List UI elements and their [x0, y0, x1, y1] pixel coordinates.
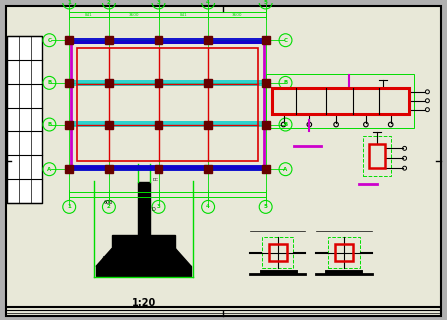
- Text: C: C: [47, 38, 51, 43]
- Text: 2: 2: [107, 0, 111, 5]
- Bar: [269, 244, 287, 261]
- Bar: [155, 36, 162, 44]
- Polygon shape: [96, 249, 191, 267]
- Bar: [71, 42, 264, 167]
- Bar: [67, 165, 268, 171]
- Text: 4: 4: [206, 0, 210, 5]
- Bar: [105, 36, 113, 44]
- Bar: [261, 237, 293, 268]
- Text: A: A: [283, 167, 287, 172]
- Bar: [96, 267, 191, 276]
- Bar: [266, 74, 414, 127]
- Text: 1:20: 1:20: [131, 298, 156, 308]
- Text: 4: 4: [206, 204, 210, 209]
- Bar: [204, 36, 212, 44]
- Bar: [77, 48, 258, 161]
- Text: 2: 2: [107, 204, 111, 209]
- Bar: [105, 79, 113, 87]
- Bar: [138, 182, 150, 237]
- Text: 1: 1: [67, 204, 71, 209]
- Text: 841: 841: [180, 13, 187, 17]
- Bar: [261, 121, 270, 129]
- Text: A500: A500: [102, 256, 115, 261]
- Bar: [261, 36, 270, 44]
- Text: 841: 841: [85, 13, 93, 17]
- Bar: [261, 79, 270, 87]
- Bar: [67, 38, 268, 44]
- Text: 1: 1: [67, 0, 71, 5]
- Bar: [363, 136, 391, 176]
- Bar: [112, 235, 175, 249]
- Bar: [65, 165, 73, 173]
- Bar: [65, 121, 73, 129]
- Bar: [261, 165, 270, 173]
- Bar: [204, 165, 212, 173]
- Bar: [65, 36, 73, 44]
- Bar: [155, 165, 162, 173]
- Text: 3: 3: [156, 204, 160, 209]
- Bar: [7, 36, 42, 203]
- Bar: [272, 88, 409, 114]
- Bar: [69, 80, 266, 86]
- Bar: [369, 144, 385, 168]
- Bar: [155, 121, 162, 129]
- Text: B: B: [283, 80, 287, 85]
- Bar: [105, 165, 113, 173]
- Text: 5: 5: [264, 204, 268, 209]
- Bar: [155, 79, 162, 87]
- Bar: [328, 237, 360, 268]
- Text: A: A: [47, 167, 51, 172]
- Text: 600: 600: [104, 200, 114, 205]
- Text: B: B: [47, 80, 51, 85]
- Bar: [204, 79, 212, 87]
- Text: D: D: [152, 207, 155, 212]
- Bar: [204, 121, 212, 129]
- Bar: [105, 121, 113, 129]
- Text: C: C: [283, 38, 287, 43]
- Text: 3600: 3600: [232, 13, 242, 17]
- Bar: [69, 121, 266, 126]
- Text: B: B: [47, 122, 51, 127]
- Text: B: B: [283, 122, 287, 127]
- Bar: [65, 79, 73, 87]
- Text: DC: DC: [152, 178, 159, 182]
- Text: 5: 5: [264, 0, 268, 5]
- Text: 3600: 3600: [128, 13, 139, 17]
- Text: 3: 3: [156, 0, 160, 5]
- Bar: [335, 244, 353, 261]
